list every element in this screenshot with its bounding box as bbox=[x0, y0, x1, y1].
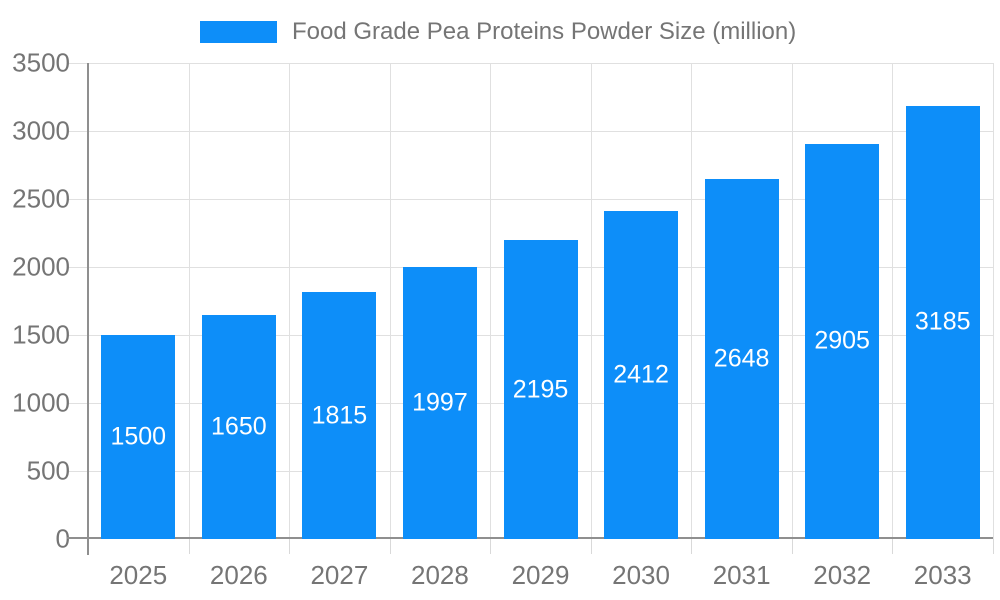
x-axis-tick-label: 2028 bbox=[411, 560, 469, 590]
x-axis-tick-label: 2033 bbox=[913, 560, 972, 590]
y-axis-line bbox=[87, 63, 89, 555]
bar-value-label: 1500 bbox=[110, 422, 167, 451]
y-axis-tick-label: 1000 bbox=[12, 387, 70, 418]
x-gridline bbox=[892, 63, 893, 539]
bar-2032[interactable]: 2905 bbox=[805, 143, 880, 539]
x-axis-tick-label: 2030 bbox=[612, 560, 670, 590]
x-axis-tick-label: 2032 bbox=[813, 560, 872, 590]
y-gridline bbox=[67, 131, 993, 132]
x-axis-tick bbox=[490, 539, 491, 554]
legend-label: Food Grade Pea Proteins Powder Size (mil… bbox=[292, 18, 797, 45]
x-axis-tick bbox=[792, 539, 793, 554]
bar-2031[interactable]: 2648 bbox=[704, 178, 779, 539]
x-axis-tick-label: 2025 bbox=[109, 560, 168, 590]
y-gridline bbox=[67, 63, 993, 64]
bar-value-label: 3185 bbox=[914, 307, 971, 336]
x-gridline bbox=[189, 63, 190, 539]
x-gridline bbox=[792, 63, 793, 539]
bar-2030[interactable]: 2412 bbox=[604, 210, 679, 539]
bar-value-label: 1815 bbox=[311, 401, 368, 430]
x-axis-tick-label: 2029 bbox=[511, 560, 570, 590]
y-axis-tick-label: 3500 bbox=[12, 47, 70, 78]
bar-2026[interactable]: 1650 bbox=[201, 314, 276, 539]
bar-2028[interactable]: 1997 bbox=[402, 267, 477, 539]
bar-2029[interactable]: 2195 bbox=[503, 240, 578, 539]
x-axis-tick bbox=[189, 539, 190, 554]
bar-value-label: 2195 bbox=[512, 375, 569, 404]
bar-value-label: 1650 bbox=[211, 412, 267, 441]
legend-swatch bbox=[200, 21, 277, 43]
x-gridline bbox=[993, 63, 994, 539]
bar-2033[interactable]: 3185 bbox=[905, 105, 980, 539]
x-gridline bbox=[289, 63, 290, 539]
x-axis-tick-label: 2027 bbox=[310, 560, 369, 590]
x-axis-tick-label: 2031 bbox=[712, 560, 771, 590]
y-axis-tick-label: 2500 bbox=[12, 183, 70, 214]
plot-area: 0 500 1000 1500 2000 2500 3000 3500 1500 2025 1650… bbox=[12, 48, 994, 590]
x-axis-tick bbox=[591, 539, 592, 554]
x-axis-tick bbox=[691, 539, 692, 554]
y-axis-tick-label: 1500 bbox=[12, 319, 70, 350]
y-axis-tick-label: 2000 bbox=[12, 251, 70, 282]
y-axis-tick-label: 0 bbox=[55, 523, 70, 554]
x-gridline bbox=[490, 63, 491, 539]
x-axis-tick bbox=[390, 539, 391, 554]
x-gridline bbox=[591, 63, 592, 539]
bar-2025[interactable]: 1500 bbox=[101, 335, 176, 539]
x-axis-tick-label: 2026 bbox=[209, 560, 268, 590]
bar-value-label: 1997 bbox=[412, 388, 468, 417]
x-axis-tick bbox=[993, 539, 994, 554]
legend: Food Grade Pea Proteins Powder Size (mil… bbox=[200, 18, 797, 45]
y-axis-tick-label: 3000 bbox=[12, 115, 70, 146]
bar-value-label: 2648 bbox=[713, 344, 770, 373]
bar-value-label: 2412 bbox=[613, 360, 669, 389]
bar-value-label: 2905 bbox=[814, 326, 870, 355]
x-axis-tick bbox=[289, 539, 290, 554]
x-gridline bbox=[691, 63, 692, 539]
x-gridline bbox=[390, 63, 391, 539]
y-axis-tick-label: 500 bbox=[26, 455, 70, 486]
bar-2027[interactable]: 1815 bbox=[302, 292, 377, 539]
y-gridline bbox=[67, 199, 993, 200]
x-axis-tick bbox=[892, 539, 893, 554]
